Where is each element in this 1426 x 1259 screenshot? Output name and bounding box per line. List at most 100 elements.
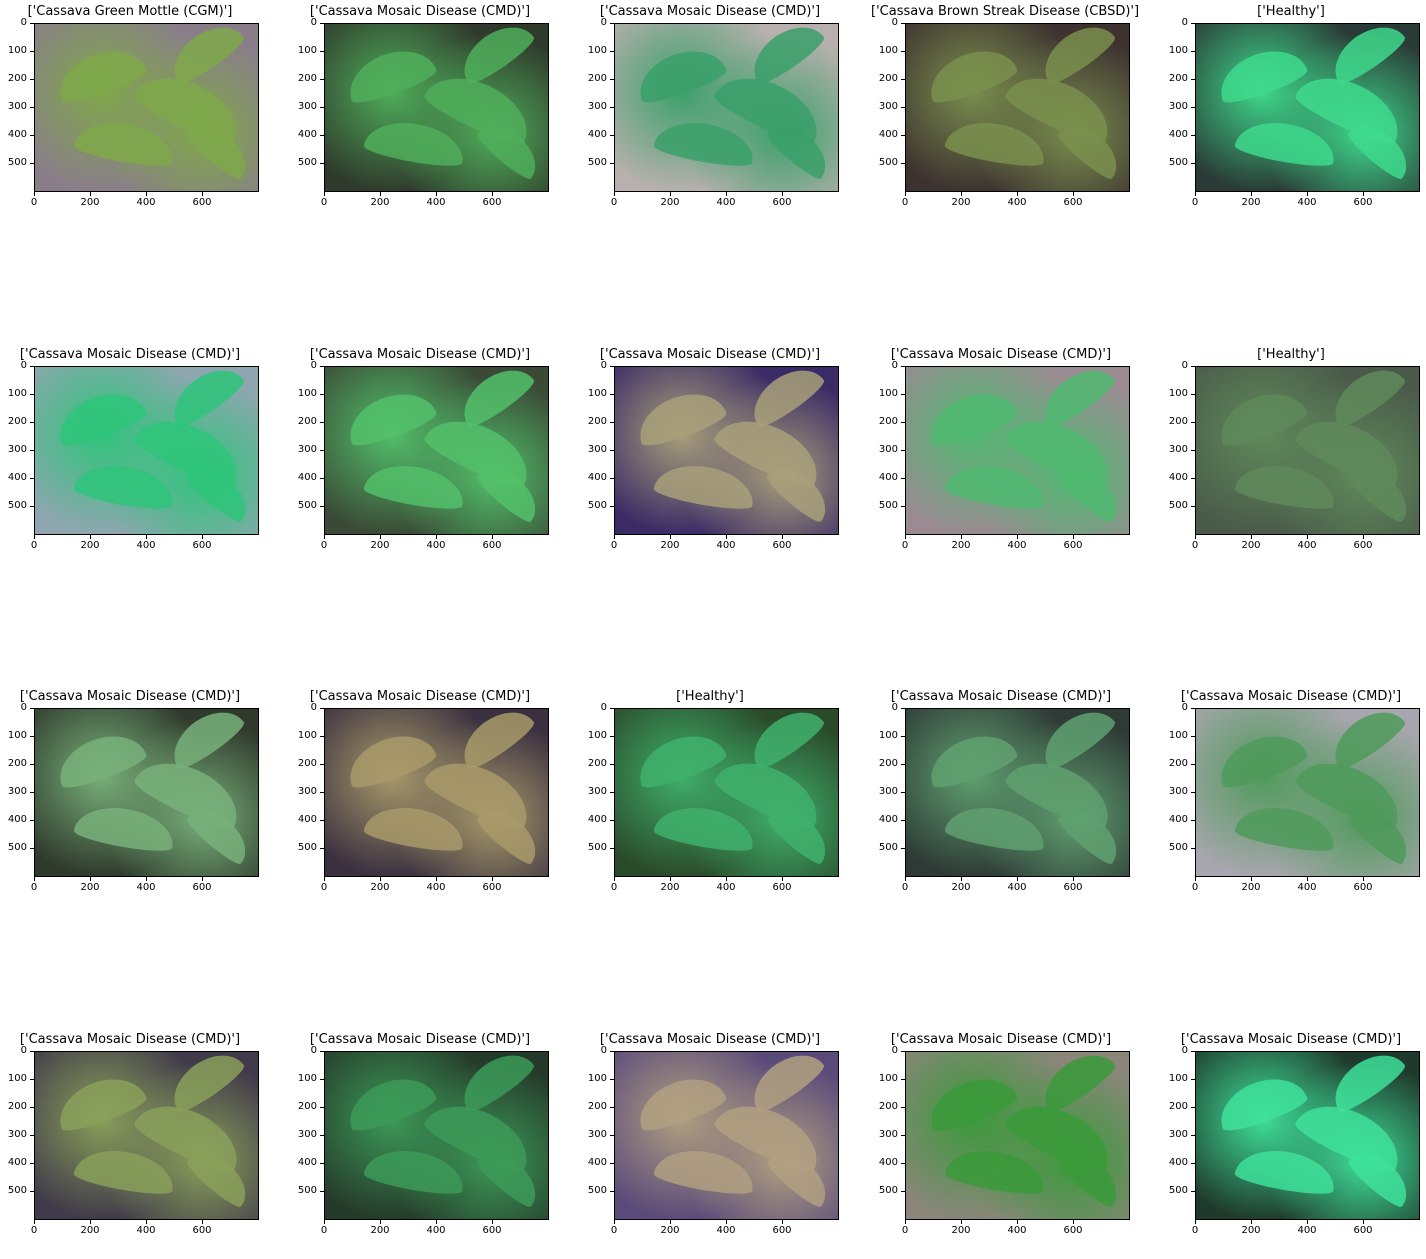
x-tick-label: 200 — [80, 882, 100, 893]
x-tick-label: 0 — [30, 882, 38, 893]
x-tick-label: 400 — [1007, 540, 1027, 551]
y-tick-label: 400 — [878, 814, 898, 825]
y-tick-label: 0 — [891, 702, 898, 713]
leaf-shape — [943, 115, 1049, 171]
x-tick-label: 600 — [192, 882, 212, 893]
y-tick-mark — [30, 848, 34, 849]
x-tick-mark — [324, 877, 325, 881]
y-tick-mark — [30, 1135, 34, 1136]
image-panel: ['Cassava Brown Streak Disease (CBSD)'] 0… — [871, 1, 1139, 231]
x-tick-mark — [782, 1220, 783, 1224]
y-tick-mark — [320, 1051, 324, 1052]
y-tick-label: 200 — [7, 73, 27, 84]
y-tick-label: 300 — [7, 101, 27, 112]
y-tick-mark — [1191, 107, 1195, 108]
y-tick-mark — [610, 1191, 614, 1192]
x-tick-label: 200 — [80, 197, 100, 208]
x-tick-mark — [614, 877, 615, 881]
y-tick-label: 0 — [600, 702, 607, 713]
y-tick-label: 0 — [891, 17, 898, 28]
y-tick-mark — [610, 848, 614, 849]
leaf-shape — [943, 458, 1049, 514]
image-panel: ['Cassava Mosaic Disease (CMD)'] 0 100 200 3… — [580, 1029, 840, 1259]
y-tick-label: 100 — [7, 45, 27, 56]
x-tick-mark — [436, 877, 437, 881]
y-tick-mark — [610, 820, 614, 821]
panel-title: ['Cassava Mosaic Disease (CMD)'] — [309, 689, 531, 704]
y-tick-label: 500 — [1168, 500, 1188, 511]
panel-title: ['Cassava Mosaic Disease (CMD)'] — [599, 1032, 821, 1047]
leaf-photo — [1195, 366, 1420, 535]
y-tick-label: 0 — [20, 17, 27, 28]
x-tick-label: 200 — [951, 197, 971, 208]
y-tick-mark — [901, 820, 905, 821]
leaf-photo — [34, 1051, 259, 1220]
leaf-shape — [452, 367, 538, 432]
x-tick-mark — [1251, 1220, 1252, 1224]
y-tick-label: 200 — [297, 1101, 317, 1112]
y-tick-mark — [1191, 1051, 1195, 1052]
image-panel: ['Healthy'] 0 100 200 300 400 500 0 200 400 600 — [1161, 1, 1421, 231]
y-tick-mark — [610, 422, 614, 423]
y-tick-mark — [901, 1079, 905, 1080]
x-tick-mark — [324, 192, 325, 196]
y-tick-mark — [30, 1079, 34, 1080]
y-tick-mark — [320, 848, 324, 849]
x-tick-mark — [146, 877, 147, 881]
y-tick-label: 400 — [7, 129, 27, 140]
y-tick-mark — [1191, 394, 1195, 395]
y-tick-label: 100 — [1168, 388, 1188, 399]
y-tick-mark — [320, 135, 324, 136]
y-tick-label: 200 — [1168, 416, 1188, 427]
image-panel: ['Cassava Mosaic Disease (CMD)'] 0 100 200 3… — [290, 1, 550, 231]
y-tick-label: 300 — [587, 444, 607, 455]
y-tick-label: 0 — [310, 360, 317, 371]
y-tick-mark — [1191, 1191, 1195, 1192]
x-tick-mark — [961, 1220, 962, 1224]
x-tick-label: 600 — [192, 1225, 212, 1236]
image-panel: ['Cassava Mosaic Disease (CMD)'] 0 100 200 3… — [1161, 1029, 1421, 1259]
x-tick-mark — [905, 535, 906, 539]
x-tick-label: 400 — [426, 540, 446, 551]
x-tick-mark — [1195, 535, 1196, 539]
y-tick-mark — [1191, 23, 1195, 24]
x-tick-label: 600 — [1063, 197, 1083, 208]
x-tick-mark — [202, 1220, 203, 1224]
leaf-photo — [905, 366, 1130, 535]
y-tick-label: 200 — [297, 416, 317, 427]
leaf-photo — [905, 1051, 1130, 1220]
x-tick-mark — [614, 1220, 615, 1224]
y-tick-label: 400 — [1168, 129, 1188, 140]
y-tick-label: 0 — [891, 1045, 898, 1056]
y-tick-label: 500 — [1168, 842, 1188, 853]
x-tick-mark — [961, 877, 962, 881]
x-tick-mark — [492, 192, 493, 196]
y-tick-label: 300 — [878, 1129, 898, 1140]
y-tick-label: 400 — [1168, 1157, 1188, 1168]
x-tick-label: 0 — [1191, 540, 1199, 551]
y-tick-mark — [1191, 820, 1195, 821]
leaf-shape — [162, 24, 248, 89]
leaf-shape — [1033, 24, 1119, 89]
y-tick-label: 100 — [297, 1073, 317, 1084]
y-tick-mark — [30, 51, 34, 52]
y-tick-mark — [1191, 422, 1195, 423]
image-panel: ['Cassava Mosaic Disease (CMD)'] 0 100 200 3… — [871, 686, 1131, 916]
leaf-shape — [1033, 367, 1119, 432]
leaf-shape — [652, 458, 758, 514]
y-tick-label: 0 — [600, 1045, 607, 1056]
x-tick-mark — [1073, 1220, 1074, 1224]
x-tick-mark — [1251, 192, 1252, 196]
x-tick-label: 200 — [1241, 1225, 1261, 1236]
y-tick-mark — [30, 1051, 34, 1052]
x-tick-label: 0 — [320, 540, 328, 551]
leaf-photo — [1195, 23, 1420, 192]
y-tick-mark — [30, 708, 34, 709]
leaf-photo — [905, 708, 1130, 877]
y-tick-mark — [610, 1135, 614, 1136]
x-tick-label: 0 — [30, 1225, 38, 1236]
y-tick-label: 500 — [587, 1185, 607, 1196]
leaf-shape — [1233, 458, 1339, 514]
x-tick-label: 400 — [426, 882, 446, 893]
y-tick-mark — [320, 1135, 324, 1136]
